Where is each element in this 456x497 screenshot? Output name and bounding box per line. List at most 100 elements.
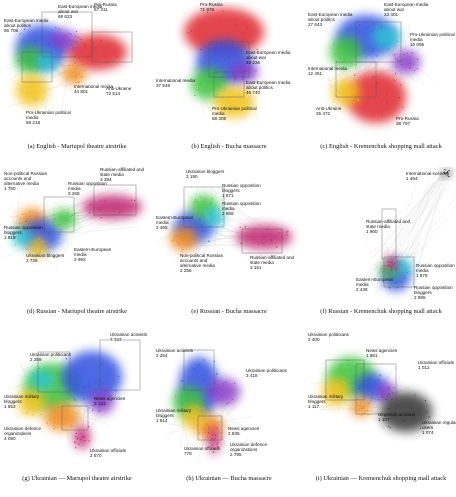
node	[38, 368, 39, 369]
node	[353, 102, 354, 103]
node	[20, 33, 21, 34]
node	[57, 422, 58, 423]
node	[131, 200, 132, 201]
node	[71, 216, 72, 217]
node	[218, 208, 219, 209]
node	[113, 207, 114, 208]
node	[35, 55, 36, 56]
node	[209, 208, 210, 209]
node	[211, 220, 212, 221]
node	[396, 261, 397, 262]
cluster-name: Russian-affiliated and state media	[250, 255, 296, 265]
node	[66, 41, 67, 42]
node	[391, 269, 392, 270]
node	[73, 41, 74, 42]
node	[378, 379, 379, 380]
node	[36, 216, 37, 217]
node	[203, 63, 204, 64]
node	[351, 104, 352, 105]
node	[221, 46, 222, 47]
node	[363, 412, 364, 413]
node	[208, 241, 209, 242]
node	[204, 379, 205, 380]
node	[245, 226, 246, 227]
node	[342, 382, 343, 383]
cluster	[330, 36, 362, 68]
node	[202, 427, 203, 428]
cluster	[208, 378, 240, 406]
node	[59, 28, 60, 29]
node	[67, 212, 68, 213]
node	[358, 388, 359, 389]
node	[375, 381, 376, 382]
node	[38, 63, 39, 64]
node	[391, 267, 392, 268]
node	[251, 41, 252, 42]
cluster	[30, 370, 54, 390]
cluster-name: East-European media about politics	[4, 18, 50, 28]
cluster-count: 23 401	[384, 12, 430, 17]
cluster-count: 3 131	[94, 401, 140, 406]
node	[193, 368, 194, 369]
node	[96, 208, 97, 209]
node	[224, 81, 225, 82]
node	[409, 67, 410, 68]
node	[207, 436, 208, 437]
node	[63, 406, 64, 407]
node	[54, 225, 55, 226]
node	[218, 424, 219, 425]
node	[367, 414, 368, 415]
node	[207, 215, 208, 216]
node	[358, 409, 359, 410]
cluster-name: Eastern-European media	[74, 247, 120, 257]
cluster	[332, 78, 360, 106]
node	[201, 212, 202, 213]
node	[34, 93, 35, 94]
node	[74, 399, 75, 400]
node	[55, 427, 56, 428]
node	[406, 64, 407, 65]
node	[211, 201, 212, 202]
node	[420, 428, 421, 429]
node	[66, 220, 67, 221]
node	[208, 427, 209, 428]
node	[381, 114, 382, 115]
node	[345, 55, 346, 56]
node	[117, 56, 118, 57]
cluster-count: 1 117	[308, 404, 354, 409]
node	[91, 50, 92, 51]
cluster-name: Ukrainian regular users	[422, 420, 456, 430]
node	[54, 418, 55, 419]
node	[414, 394, 415, 395]
cluster-name: Pro-Ukrainian political media	[26, 110, 72, 120]
node	[40, 250, 41, 251]
node	[396, 37, 397, 38]
node	[222, 383, 223, 384]
edge	[327, 79, 336, 84]
node	[18, 53, 19, 54]
node	[343, 40, 344, 41]
node	[71, 43, 72, 44]
cluster-name: East-European media about politics	[308, 12, 354, 22]
node	[214, 438, 215, 439]
node	[191, 401, 192, 402]
node	[81, 439, 82, 440]
node	[54, 410, 55, 411]
cluster-count: 66 705	[4, 28, 50, 33]
node	[27, 413, 28, 414]
node	[388, 261, 389, 262]
node	[354, 86, 355, 87]
node	[333, 43, 334, 44]
node	[193, 427, 194, 428]
node	[255, 70, 256, 71]
node	[75, 436, 76, 437]
cluster-count: 2 635	[228, 431, 274, 436]
